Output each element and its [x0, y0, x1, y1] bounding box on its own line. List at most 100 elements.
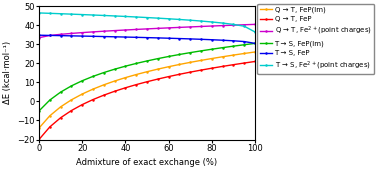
Q → T, Fe$^{2+}$(point charges)	[123, 29, 128, 31]
Q → T, FeP	[199, 69, 203, 71]
T → S, Fe$^{2+}$(point charges)	[145, 16, 149, 19]
Q → T, Fe$^{2+}$(point charges)	[209, 25, 214, 27]
Q → T, Fe$^{2+}$(point charges)	[156, 27, 160, 29]
T → S, FeP	[48, 34, 52, 36]
Q → T, FeP(Im)	[209, 57, 214, 59]
X-axis label: Admixture of exact exchange (%): Admixture of exact exchange (%)	[76, 158, 218, 167]
T → S, FeP	[231, 40, 236, 42]
Q → T, FeP	[188, 71, 192, 73]
T → S, FeP(Im)	[123, 65, 128, 67]
T → S, Fe$^{2+}$(point charges)	[80, 14, 84, 16]
T → S, FeP(Im)	[199, 50, 203, 52]
T → S, FeP(Im)	[242, 44, 246, 46]
T → S, FeP	[145, 37, 149, 39]
Q → T, FeP(Im)	[123, 77, 128, 79]
Q → T, FeP	[209, 67, 214, 69]
T → S, FeP	[188, 38, 192, 40]
Q → T, FeP(Im)	[48, 115, 52, 117]
T → S, FeP(Im)	[80, 80, 84, 82]
T → S, FeP(Im)	[220, 47, 225, 49]
Q → T, FeP(Im)	[253, 51, 257, 53]
T → S, FeP	[253, 42, 257, 44]
Q → T, Fe$^{2+}$(point charges)	[242, 24, 246, 26]
T → S, FeP	[80, 35, 84, 37]
Line: T → S, Fe$^{2+}$(point charges): T → S, Fe$^{2+}$(point charges)	[38, 12, 256, 33]
T → S, FeP	[177, 38, 182, 40]
Q → T, Fe$^{2+}$(point charges)	[37, 37, 41, 39]
Q → T, FeP(Im)	[91, 88, 95, 90]
Q → T, FeP(Im)	[37, 127, 41, 129]
Q → T, Fe$^{2+}$(point charges)	[112, 30, 117, 32]
Q → T, FeP(Im)	[242, 53, 246, 55]
Q → T, Fe$^{2+}$(point charges)	[145, 28, 149, 30]
T → S, FeP	[209, 39, 214, 41]
Line: Q → T, Fe$^{2+}$(point charges): Q → T, Fe$^{2+}$(point charges)	[38, 23, 256, 39]
Q → T, Fe$^{2+}$(point charges)	[177, 26, 182, 28]
Q → T, Fe$^{2+}$(point charges)	[80, 32, 84, 34]
Q → T, FeP	[80, 104, 84, 106]
T → S, FeP(Im)	[156, 58, 160, 60]
T → S, FeP(Im)	[209, 48, 214, 50]
Q → T, FeP	[220, 65, 225, 67]
T → S, FeP	[199, 38, 203, 40]
Q → T, FeP	[91, 99, 95, 101]
Q → T, FeP	[145, 81, 149, 83]
Legend: Q → T, FeP(Im), Q → T, FeP, Q → T, Fe$^{2+}$(point charges), T → S, FeP(Im), T →: Q → T, FeP(Im), Q → T, FeP, Q → T, Fe$^{…	[257, 4, 375, 74]
T → S, Fe$^{2+}$(point charges)	[58, 13, 63, 15]
T → S, FeP	[166, 37, 171, 39]
T → S, Fe$^{2+}$(point charges)	[102, 14, 106, 16]
Q → T, FeP	[242, 62, 246, 64]
Q → T, FeP	[253, 61, 257, 63]
Line: T → S, FeP: T → S, FeP	[38, 34, 256, 45]
Q → T, FeP	[134, 84, 138, 86]
Q → T, Fe$^{2+}$(point charges)	[253, 23, 257, 25]
Q → T, FeP	[231, 64, 236, 66]
Q → T, FeP	[123, 87, 128, 89]
T → S, FeP	[91, 35, 95, 37]
T → S, Fe$^{2+}$(point charges)	[123, 15, 128, 18]
Line: Q → T, FeP: Q → T, FeP	[38, 60, 256, 141]
Q → T, FeP(Im)	[134, 73, 138, 75]
Q → T, FeP	[177, 73, 182, 75]
T → S, FeP(Im)	[37, 110, 41, 112]
T → S, FeP(Im)	[166, 55, 171, 57]
Q → T, FeP(Im)	[188, 61, 192, 63]
T → S, FeP	[123, 36, 128, 38]
T → S, Fe$^{2+}$(point charges)	[91, 14, 95, 16]
T → S, FeP(Im)	[69, 85, 74, 87]
T → S, Fe$^{2+}$(point charges)	[134, 16, 138, 18]
T → S, Fe$^{2+}$(point charges)	[209, 21, 214, 23]
T → S, FeP	[134, 36, 138, 38]
T → S, FeP	[156, 37, 160, 39]
T → S, Fe$^{2+}$(point charges)	[253, 31, 257, 33]
Q → T, FeP	[58, 117, 63, 119]
Q → T, FeP	[102, 94, 106, 96]
Q → T, FeP(Im)	[112, 80, 117, 82]
Q → T, FeP	[69, 109, 74, 112]
T → S, FeP(Im)	[58, 91, 63, 93]
T → S, Fe$^{2+}$(point charges)	[188, 19, 192, 21]
Q → T, FeP(Im)	[220, 56, 225, 58]
T → S, Fe$^{2+}$(point charges)	[242, 25, 246, 27]
Q → T, Fe$^{2+}$(point charges)	[91, 31, 95, 33]
Q → T, FeP(Im)	[69, 99, 74, 101]
Q → T, FeP(Im)	[102, 84, 106, 86]
Q → T, FeP(Im)	[177, 63, 182, 65]
T → S, FeP(Im)	[231, 45, 236, 47]
Line: Q → T, FeP(Im): Q → T, FeP(Im)	[38, 51, 256, 129]
Q → T, FeP	[166, 76, 171, 78]
T → S, Fe$^{2+}$(point charges)	[199, 20, 203, 22]
T → S, FeP	[58, 35, 63, 37]
T → S, FeP(Im)	[177, 54, 182, 56]
T → S, FeP(Im)	[91, 75, 95, 77]
Q → T, Fe$^{2+}$(point charges)	[231, 24, 236, 26]
T → S, FeP	[69, 35, 74, 37]
Q → T, FeP	[37, 139, 41, 141]
Q → T, Fe$^{2+}$(point charges)	[188, 26, 192, 28]
T → S, FeP	[37, 34, 41, 36]
Q → T, Fe$^{2+}$(point charges)	[199, 26, 203, 28]
Q → T, FeP(Im)	[166, 66, 171, 68]
Q → T, FeP(Im)	[156, 68, 160, 70]
T → S, Fe$^{2+}$(point charges)	[112, 15, 117, 17]
T → S, FeP	[220, 39, 225, 41]
